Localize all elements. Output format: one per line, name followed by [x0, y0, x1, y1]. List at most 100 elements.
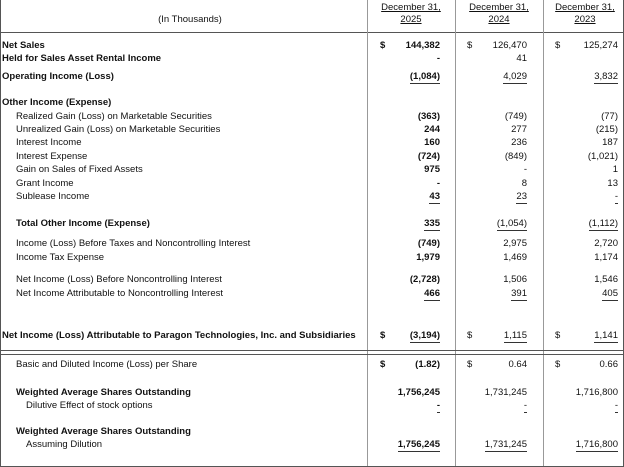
column-date: December 31, — [555, 2, 615, 13]
row-label: Interest Income — [16, 137, 82, 148]
value: 277 — [511, 124, 527, 135]
value: 2,720 — [594, 238, 618, 249]
row-label: Operating Income (Loss) — [2, 71, 114, 82]
currency: $ — [467, 359, 473, 370]
value: - — [523, 400, 527, 413]
value: 144,382 — [405, 40, 440, 51]
row-label: Interest Expense — [16, 151, 88, 162]
value: 236 — [511, 137, 527, 148]
row-label: Realized Gain (Loss) on Marketable Secur… — [16, 111, 212, 122]
value: 187 — [602, 137, 618, 148]
currency: $ — [467, 330, 473, 341]
value: 1,716,800 — [575, 387, 618, 398]
value: 1,979 — [416, 252, 440, 263]
value: (749) — [504, 111, 527, 122]
value: 1,731,245 — [484, 387, 527, 398]
currency: $ — [380, 330, 386, 341]
value: 1,731,245 — [484, 439, 527, 452]
value: 1,174 — [594, 252, 618, 263]
column-year: 2025 — [400, 14, 422, 25]
value: 1,469 — [503, 252, 527, 263]
currency: $ — [555, 359, 561, 370]
value: 466 — [424, 288, 440, 301]
row-label: Weighted Average Shares Outstanding — [16, 387, 191, 398]
currency: $ — [380, 40, 386, 51]
value: 1,115 — [503, 330, 527, 343]
currency: $ — [555, 40, 561, 51]
value: 335 — [424, 218, 440, 231]
currency: $ — [555, 330, 561, 341]
value: (3,194) — [409, 330, 440, 343]
value: (724) — [417, 151, 440, 162]
value: (2,728) — [409, 274, 440, 285]
row-label: Assuming Dilution — [26, 439, 103, 450]
value: 1,546 — [594, 274, 618, 285]
value: 160 — [424, 137, 440, 148]
value: - — [436, 178, 440, 189]
column-year: 2024 — [488, 14, 510, 25]
value: 1 — [612, 164, 618, 175]
value: (1,084) — [409, 71, 440, 84]
currency: $ — [380, 359, 386, 370]
row-label: Dilutive Effect of stock options — [26, 400, 153, 411]
value: 0.64 — [508, 359, 528, 370]
value: 1,756,245 — [397, 387, 440, 398]
column-year: 2023 — [574, 14, 596, 25]
value: 1,506 — [503, 274, 527, 285]
row-label: Unrealized Gain (Loss) on Marketable Sec… — [16, 124, 221, 135]
value: 41 — [516, 53, 527, 64]
value: 13 — [607, 178, 618, 189]
row-label: Other Income (Expense) — [2, 97, 112, 108]
column-date: December 31, — [469, 2, 529, 13]
border — [0, 350, 624, 351]
value: 1,716,800 — [575, 439, 618, 452]
value: 8 — [521, 178, 527, 189]
row-label: Sublease Income — [16, 191, 90, 202]
value: 975 — [424, 164, 440, 175]
border — [0, 0, 1, 467]
row-label: Weighted Average Shares Outstanding — [16, 426, 191, 437]
value: 23 — [516, 191, 527, 204]
divider — [455, 0, 456, 467]
value: (849) — [504, 151, 527, 162]
value: (1,112) — [588, 218, 618, 231]
value: - — [614, 191, 618, 204]
value: 126,470 — [492, 40, 527, 51]
value: (77) — [601, 111, 618, 122]
value: (1,021) — [587, 151, 618, 162]
row-label: Total Other Income (Expense) — [16, 218, 150, 229]
value: (363) — [417, 111, 440, 122]
row-label: Income Tax Expense — [16, 252, 105, 263]
value: 1,756,245 — [397, 439, 440, 452]
row-label: Net Income Attributable to Noncontrollin… — [16, 288, 224, 299]
value: (215) — [595, 124, 618, 135]
value: - — [436, 400, 440, 413]
row-label: Net Sales — [2, 40, 45, 51]
row-label: Net Income (Loss) Attributable to Parago… — [2, 330, 356, 341]
divider — [543, 0, 544, 467]
value: 4,029 — [503, 71, 527, 84]
value: - — [614, 400, 618, 413]
value: (1.82) — [415, 359, 440, 370]
value: (749) — [417, 238, 440, 249]
border — [0, 32, 624, 33]
value: 1,141 — [594, 330, 618, 343]
border — [0, 354, 624, 355]
value: - — [436, 53, 440, 64]
row-label: Basic and Diluted Income (Loss) per Shar… — [16, 359, 198, 370]
value: 0.66 — [599, 359, 619, 370]
divider — [367, 0, 368, 467]
column-date: December 31, — [381, 2, 441, 13]
row-label: Held for Sales Asset Rental Income — [2, 53, 162, 64]
row-label: Income (Loss) Before Taxes and Noncontro… — [16, 238, 251, 249]
row-label: Net Income (Loss) Before Noncontrolling … — [16, 274, 222, 285]
value: 125,274 — [583, 40, 618, 51]
value: 43 — [429, 191, 440, 204]
value: 3,832 — [594, 71, 618, 84]
value: 405 — [602, 288, 618, 301]
currency: $ — [467, 40, 473, 51]
row-label: Gain on Sales of Fixed Assets — [16, 164, 143, 175]
value: 244 — [424, 124, 440, 135]
